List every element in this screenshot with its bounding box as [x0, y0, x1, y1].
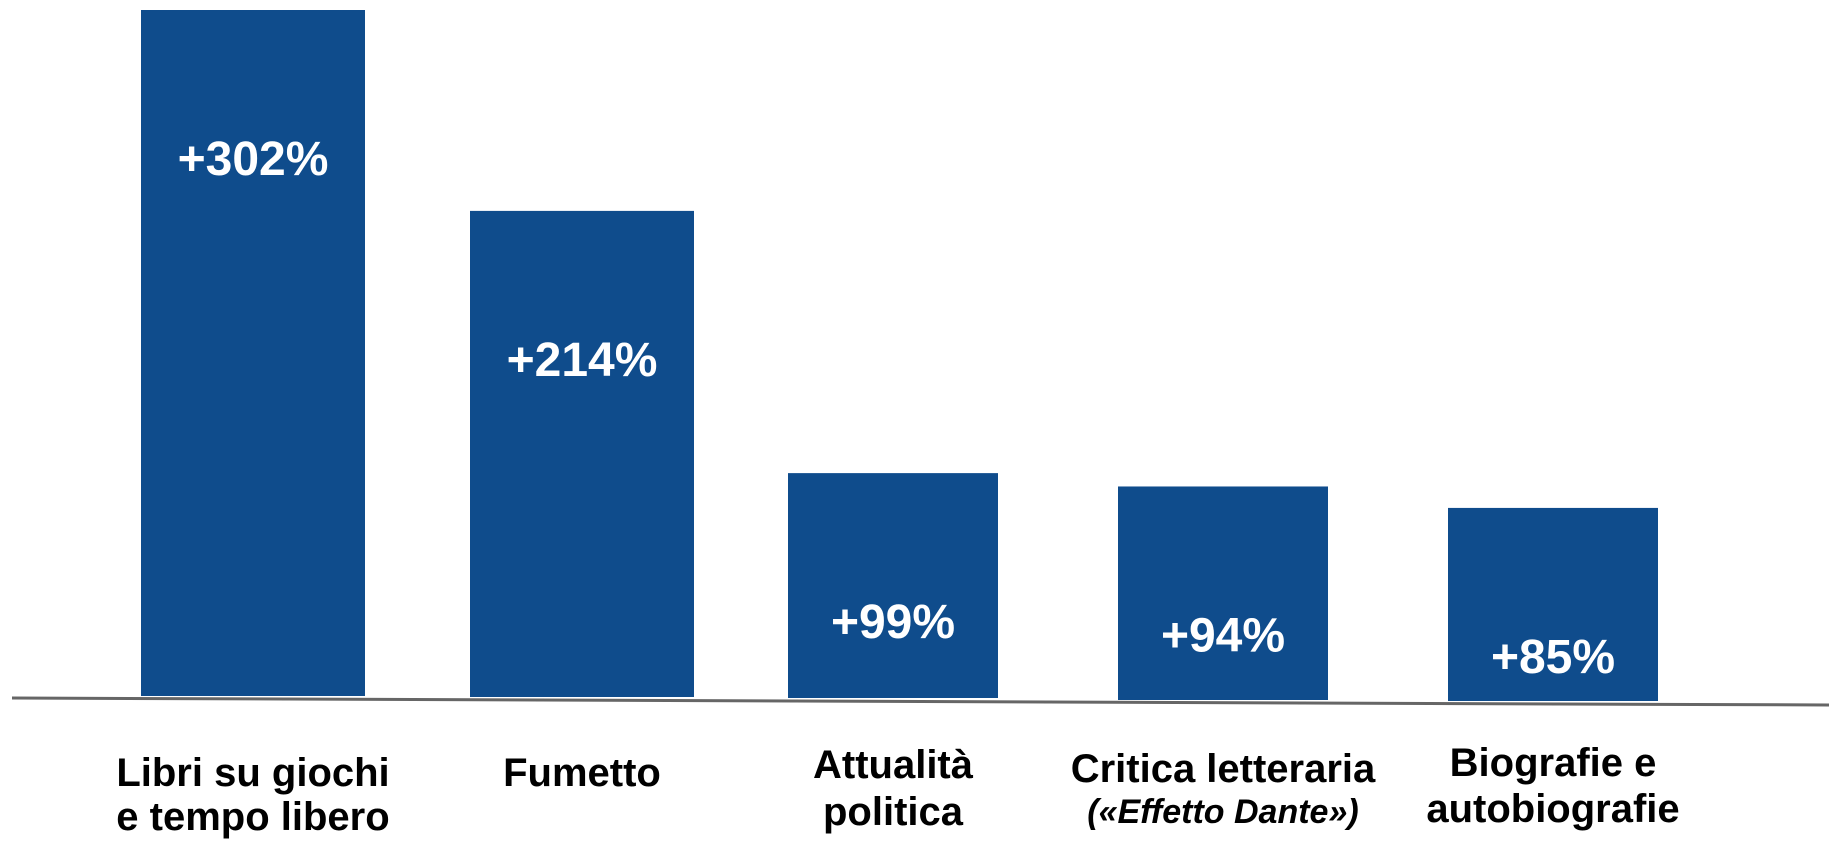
category-label: Biografie e	[1450, 741, 1657, 785]
category-label: («Effetto Dante»)	[1087, 793, 1358, 831]
category-label: Attualità	[813, 743, 974, 787]
data-label: +94%	[1161, 609, 1285, 662]
data-label: +302%	[178, 133, 329, 186]
category-label: politica	[823, 790, 964, 834]
category-label: e tempo libero	[116, 795, 389, 839]
bar	[470, 210, 694, 697]
data-label: +99%	[831, 596, 955, 649]
data-label: +214%	[507, 334, 658, 387]
bar	[141, 10, 365, 696]
category-label: autobiografie	[1426, 787, 1679, 831]
bar	[788, 473, 998, 698]
data-label: +85%	[1491, 631, 1615, 684]
x-axis-line	[11, 696, 1829, 707]
bar	[1118, 486, 1328, 700]
bar	[1448, 507, 1658, 701]
category-label: Critica letteraria	[1071, 747, 1376, 791]
category-label: Libri su giochi	[116, 751, 389, 795]
category-label: Fumetto	[503, 751, 661, 795]
